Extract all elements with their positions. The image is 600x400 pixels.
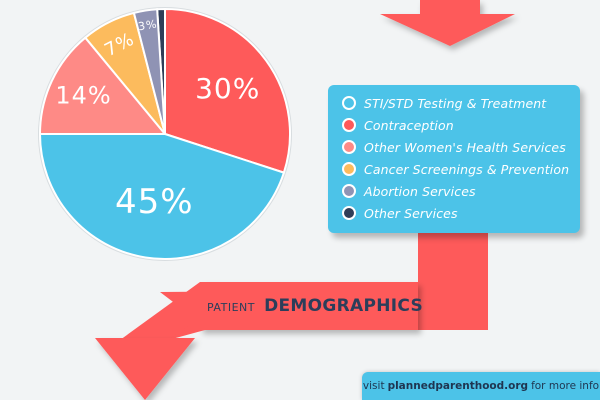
legend-item: STI/STD Testing & Treatment <box>342 93 546 113</box>
legend-item: Cancer Screenings & Prevention <box>342 159 569 179</box>
chart-legend: STI/STD Testing & Treatment Contraceptio… <box>328 85 580 233</box>
top-arrow <box>380 0 515 46</box>
legend-item: Other Women's Health Services <box>342 137 566 157</box>
legend-item: Other Services <box>342 203 458 223</box>
pie-label: 3% <box>137 17 158 33</box>
patient-demographics-heading: PATIENT DEMOGRAPHICS <box>207 296 423 316</box>
legend-label: Cancer Screenings & Prevention <box>364 161 570 177</box>
legend-item: Contraception <box>342 115 454 135</box>
ribbon-band <box>200 282 418 330</box>
pie-slice-abortion-services <box>132 8 166 135</box>
pie-slice-other-women-s-health-services <box>38 36 168 135</box>
footer-banner: visit plannedparenthood.org for more inf… <box>362 372 600 400</box>
pie-slice-contraception <box>164 7 291 174</box>
legend-label: Other Women's Health Services <box>364 139 566 155</box>
footer-suffix: for more info <box>531 380 600 392</box>
legend-label: Abortion Services <box>364 183 476 199</box>
bottom-arrow-head <box>95 338 195 400</box>
heading-big: DEMOGRAPHICS <box>264 296 424 316</box>
legend-swatch <box>342 206 356 220</box>
footer-url-link[interactable]: plannedparenthood.org <box>387 380 529 392</box>
legend-item: Abortion Services <box>342 181 476 201</box>
pie-label: 30% <box>195 72 260 105</box>
legend-swatch <box>342 96 356 110</box>
legend-label: Other Services <box>364 205 458 221</box>
legend-swatch <box>342 162 356 176</box>
legend-label: Contraception <box>364 117 454 133</box>
legend-label: STI/STD Testing & Treatment <box>364 95 547 111</box>
legend-swatch <box>342 140 356 154</box>
legend-swatch <box>342 184 356 198</box>
pie-label: 45% <box>115 182 194 222</box>
pie-label: 14% <box>55 82 111 110</box>
pie-slice-sti-std-testing-treatment <box>38 133 286 260</box>
legend-swatch <box>342 118 356 132</box>
pie-chart: 30%45%14%7%3% <box>38 7 292 261</box>
bottom-arrow-body <box>120 282 240 340</box>
heading-small: PATIENT <box>207 301 255 314</box>
footer-prefix: visit <box>362 380 385 392</box>
